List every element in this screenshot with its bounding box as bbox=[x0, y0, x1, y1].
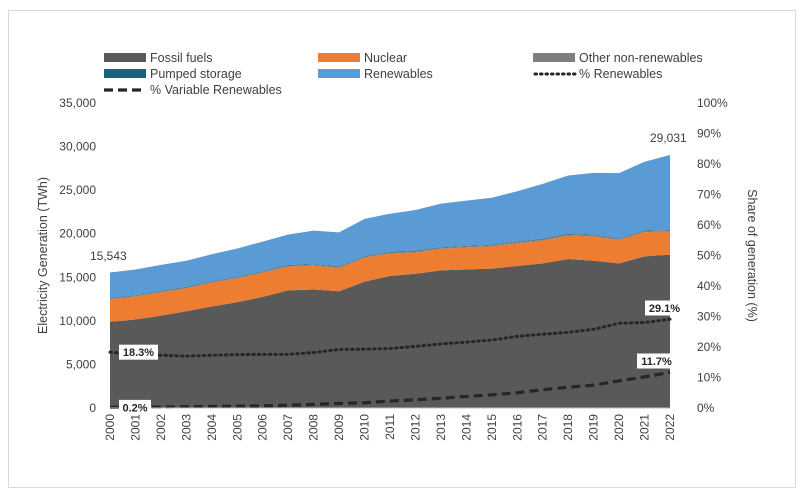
y-tick-label: 15,000 bbox=[59, 270, 96, 284]
x-tick-label: 2020 bbox=[612, 414, 626, 441]
legend-swatch-renewables bbox=[318, 69, 360, 78]
share-lines bbox=[108, 317, 672, 409]
y-tick-label: 20,000 bbox=[59, 227, 96, 241]
x-tick-label: 2009 bbox=[332, 414, 346, 441]
annotation-renewables-start-box bbox=[119, 344, 158, 360]
annotation-variable-end-box bbox=[637, 353, 676, 369]
annotation-variable-end: 11.7% bbox=[637, 353, 676, 369]
x-tick-label: 2022 bbox=[663, 414, 677, 441]
y-tick-label: 25,000 bbox=[59, 183, 96, 197]
annotation-renewables-end-text: 29.1% bbox=[649, 303, 680, 315]
legend-label-pct-variable-renewables: % Variable Renewables bbox=[150, 83, 282, 97]
annotation-total-end: 29,031 bbox=[650, 131, 687, 145]
legend-swatch-pumped-storage bbox=[104, 69, 146, 78]
y2-tick-label: 100% bbox=[697, 96, 728, 110]
x-tick-label: 2004 bbox=[205, 414, 219, 441]
y-tick-label: 10,000 bbox=[59, 314, 96, 328]
legend-label-renewables: Renewables bbox=[364, 67, 433, 81]
y2-tick-label: 60% bbox=[697, 218, 721, 232]
legend-label-pumped-storage: Pumped storage bbox=[150, 67, 242, 81]
legend-swatch-other-non-renewables bbox=[533, 53, 575, 62]
x-tick-label: 2016 bbox=[510, 414, 524, 441]
y2-tick-label: 10% bbox=[697, 371, 721, 385]
x-tick-label: 2005 bbox=[230, 414, 244, 441]
x-tick-label: 2013 bbox=[434, 414, 448, 441]
y2-tick-label: 30% bbox=[697, 310, 721, 324]
y2-tick-label: 0% bbox=[697, 401, 715, 415]
legend: Fossil fuels Nuclear Other non-renewables P… bbox=[104, 51, 703, 97]
y-tick-label: 30,000 bbox=[59, 140, 96, 154]
y-tick-label: 35,000 bbox=[59, 96, 96, 110]
y2-tick-label: 50% bbox=[697, 249, 721, 263]
annotation-renewables-end-box bbox=[645, 300, 684, 316]
x-tick-label: 2015 bbox=[485, 414, 499, 441]
legend-label-other-non-renewables: Other non-renewables bbox=[579, 51, 703, 65]
chart-frame bbox=[8, 10, 796, 488]
x-tick-label: 2001 bbox=[128, 414, 142, 441]
line-pct-renewables bbox=[108, 317, 672, 358]
stacked-areas bbox=[110, 155, 670, 408]
x-tick-label: 2012 bbox=[408, 414, 422, 441]
x-tick-label: 2000 bbox=[103, 414, 117, 441]
y2-tick-label: 20% bbox=[697, 340, 721, 354]
y-tick-label: 0 bbox=[89, 401, 96, 415]
legend-label-pct-renewables: % Renewables bbox=[579, 67, 662, 81]
x-tick-label: 2002 bbox=[154, 414, 168, 441]
area-renewables bbox=[110, 155, 670, 299]
y-tick-label: 5,000 bbox=[66, 357, 96, 371]
area-fossil-fuels bbox=[110, 254, 670, 408]
annotation-renewables-start-text: 18.3% bbox=[123, 347, 154, 359]
y2-tick-label: 80% bbox=[697, 157, 721, 171]
x-tick-label: 2006 bbox=[256, 414, 270, 441]
axes: 0 5,000 10,000 15,000 20,000 25,000 30,000 35,0… bbox=[36, 96, 759, 441]
y-axis-title: Electricity Generation (TWh) bbox=[36, 177, 50, 334]
annotation-variable-end-text: 11.7% bbox=[641, 356, 672, 368]
legend-label-nuclear: Nuclear bbox=[364, 51, 407, 65]
x-tick-label: 2003 bbox=[179, 414, 193, 441]
y2-axis-title: Share of generation (%) bbox=[745, 189, 759, 322]
x-tick-label: 2019 bbox=[587, 414, 601, 441]
x-tick-label: 2014 bbox=[459, 414, 473, 441]
legend-label-fossil-fuels: Fossil fuels bbox=[150, 51, 213, 65]
annotation-variable-start: 0.2% bbox=[119, 399, 151, 415]
legend-swatch-fossil-fuels bbox=[104, 53, 146, 62]
x-tick-label: 2021 bbox=[638, 414, 652, 441]
y2-tick-label: 40% bbox=[697, 279, 721, 293]
x-tick-label: 2011 bbox=[383, 414, 397, 440]
y2-tick-label: 70% bbox=[697, 188, 721, 202]
x-tick-label: 2007 bbox=[281, 414, 295, 441]
annotations: 15,543 29,031 18.3% 29.1% 0.2% 11.7% bbox=[90, 131, 687, 415]
x-tick-label: 2008 bbox=[307, 414, 321, 441]
legend-swatch-nuclear bbox=[318, 53, 360, 62]
line-pct-variable-renewables bbox=[109, 370, 671, 409]
annotation-variable-start-text: 0.2% bbox=[122, 402, 147, 414]
area-nuclear bbox=[110, 231, 670, 322]
x-tick-label: 2017 bbox=[536, 414, 550, 441]
annotation-renewables-end: 29.1% bbox=[645, 300, 684, 316]
x-tick-label: 2010 bbox=[358, 414, 372, 441]
annotation-variable-start-box bbox=[119, 399, 151, 415]
annotation-renewables-start: 18.3% bbox=[119, 344, 158, 360]
x-tick-label: 2018 bbox=[561, 414, 575, 441]
y2-tick-label: 90% bbox=[697, 127, 721, 141]
annotation-total-start: 15,543 bbox=[90, 249, 127, 263]
